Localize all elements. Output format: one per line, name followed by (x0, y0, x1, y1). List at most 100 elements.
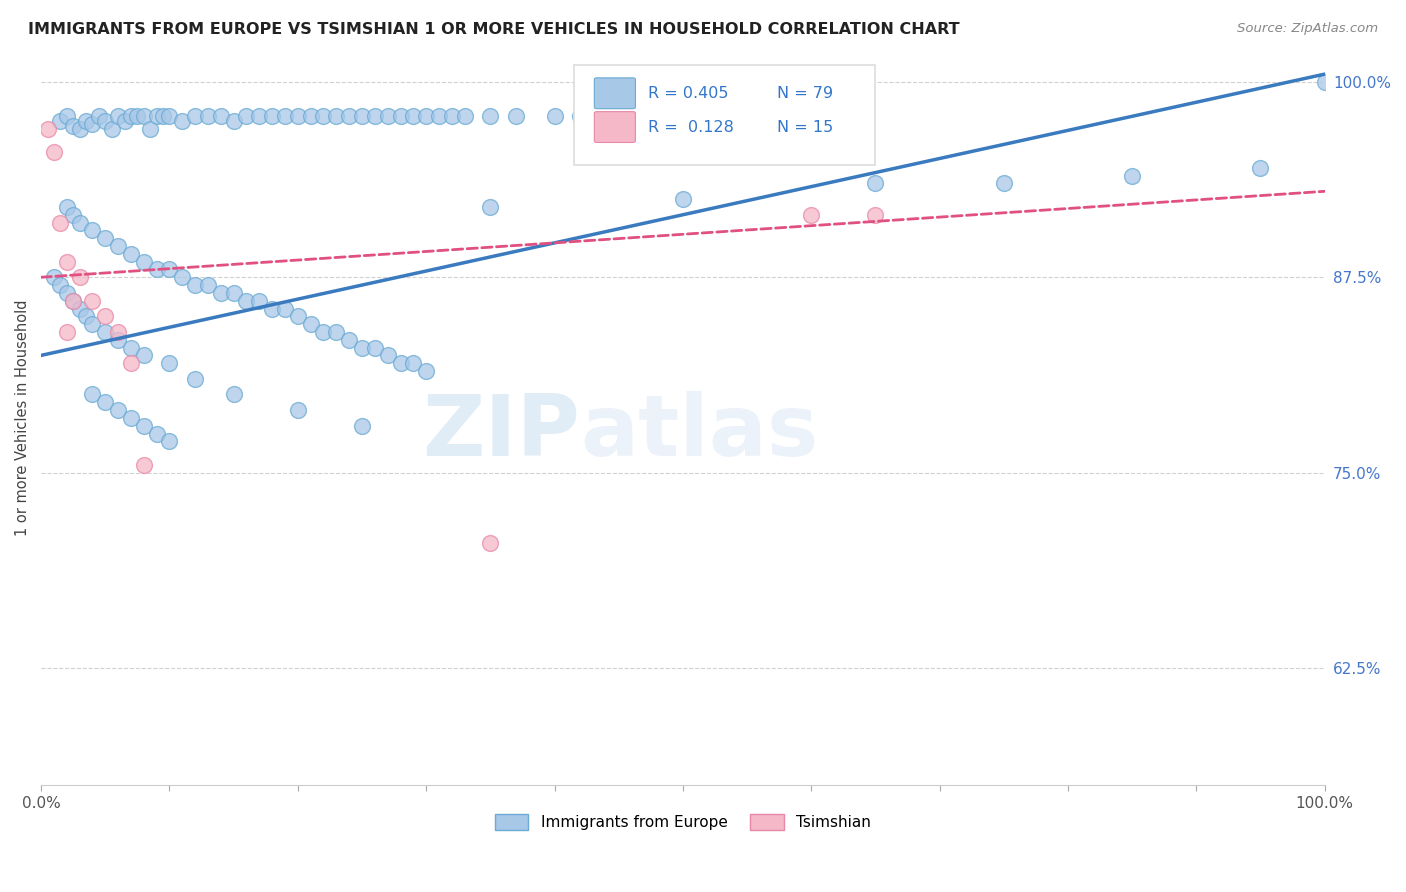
Point (55, 285, 77, 300)
Point (364, 109, 387, 123)
Point (247, 293, 270, 308)
Point (69, 270, 91, 285)
Point (159, 356, 181, 370)
Point (312, 325, 335, 339)
Point (120, 410, 142, 425)
Point (312, 109, 335, 123)
Point (325, 109, 347, 123)
Point (427, 109, 450, 123)
Point (55, 200, 77, 214)
Point (49, 216, 72, 230)
Point (159, 434, 181, 449)
Point (1313, 75, 1336, 89)
Point (262, 109, 284, 123)
Point (274, 109, 297, 123)
Point (865, 208, 887, 222)
Point (75, 310, 97, 324)
Point (145, 426, 167, 441)
Point (364, 341, 387, 355)
Point (132, 418, 155, 433)
Text: N = 15: N = 15 (776, 120, 832, 135)
Point (55, 254, 77, 268)
Point (69, 121, 91, 136)
Point (287, 403, 309, 417)
Point (49, 278, 72, 293)
Point (132, 254, 155, 268)
Point (1121, 169, 1143, 183)
Point (222, 114, 245, 128)
Point (69, 216, 91, 230)
Point (62, 293, 84, 308)
Point (402, 356, 425, 370)
Point (132, 348, 155, 362)
Point (1250, 161, 1272, 175)
Point (107, 109, 129, 123)
Point (55, 325, 77, 339)
Point (377, 109, 399, 123)
Point (222, 285, 245, 300)
Point (145, 262, 167, 277)
Point (94, 325, 117, 339)
Point (107, 325, 129, 339)
Point (94, 114, 117, 128)
Point (209, 109, 232, 123)
Point (235, 109, 257, 123)
Point (389, 109, 412, 123)
Point (159, 262, 181, 277)
Point (82, 117, 104, 131)
Point (505, 109, 527, 123)
Point (159, 109, 181, 123)
Point (172, 114, 194, 128)
Point (132, 109, 155, 123)
Point (350, 418, 373, 433)
Point (389, 356, 412, 370)
Point (479, 109, 502, 123)
Point (49, 114, 72, 128)
Point (672, 192, 695, 206)
Point (299, 109, 322, 123)
Point (209, 285, 232, 300)
Point (62, 293, 84, 308)
Point (569, 109, 592, 123)
Point (672, 109, 695, 123)
Point (82, 387, 104, 401)
Point (107, 333, 129, 347)
Y-axis label: 1 or more Vehicles in Household: 1 or more Vehicles in Household (15, 300, 30, 536)
Point (184, 372, 207, 386)
Point (235, 293, 257, 308)
Point (120, 356, 142, 370)
Point (222, 387, 245, 401)
Point (350, 341, 373, 355)
Point (82, 293, 104, 308)
Point (287, 310, 309, 324)
FancyBboxPatch shape (595, 78, 636, 109)
Point (415, 109, 437, 123)
Point (55, 109, 77, 123)
Point (62, 208, 84, 222)
Point (69, 301, 91, 316)
Point (247, 109, 270, 123)
Point (993, 177, 1015, 191)
Point (299, 317, 322, 331)
Point (543, 109, 565, 123)
Point (120, 109, 142, 123)
Point (94, 231, 117, 245)
Text: ZIP: ZIP (422, 391, 581, 474)
Point (197, 109, 219, 123)
Point (440, 109, 463, 123)
Point (107, 239, 129, 253)
Point (337, 109, 360, 123)
Point (127, 109, 149, 123)
Point (350, 109, 373, 123)
Point (82, 317, 104, 331)
Point (62, 119, 84, 133)
Point (42, 145, 65, 160)
Point (865, 177, 887, 191)
Point (94, 310, 117, 324)
Point (94, 395, 117, 409)
Point (454, 109, 477, 123)
Point (800, 208, 823, 222)
Point (377, 348, 399, 362)
Point (132, 458, 155, 472)
Point (114, 114, 136, 128)
